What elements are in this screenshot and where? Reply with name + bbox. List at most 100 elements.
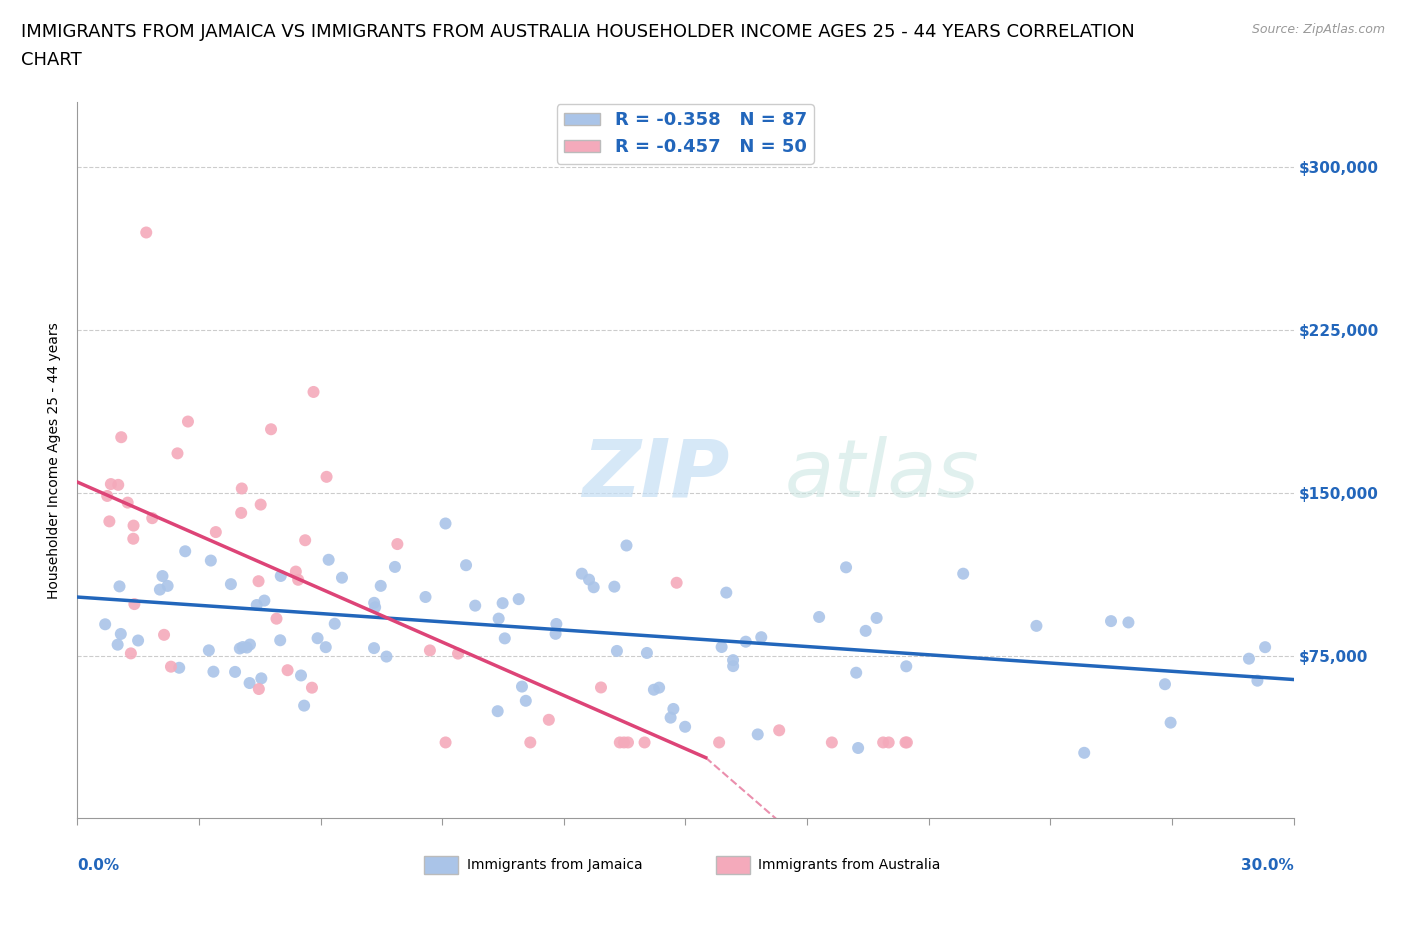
Point <box>434 516 457 531</box>
Text: atlas: atlas <box>785 435 980 513</box>
Point <box>232 640 254 655</box>
Y-axis label: Householder Income Ages 25 - 44 years: Householder Income Ages 25 - 44 years <box>48 322 62 599</box>
Point <box>98 514 121 529</box>
Point <box>454 558 477 573</box>
Point <box>247 682 270 697</box>
Text: Immigrants from Australia: Immigrants from Australia <box>758 858 941 872</box>
Point <box>1246 673 1268 688</box>
Point <box>149 582 172 597</box>
Point <box>1237 651 1260 666</box>
Point <box>323 617 346 631</box>
Point <box>515 694 537 709</box>
Point <box>127 633 149 648</box>
Point <box>269 632 291 647</box>
Point <box>167 660 190 675</box>
Point <box>710 640 733 655</box>
Point <box>855 623 877 638</box>
Point <box>617 735 640 750</box>
Point <box>290 668 312 683</box>
Point <box>253 593 276 608</box>
Point <box>1160 715 1182 730</box>
Point <box>734 634 756 649</box>
Point <box>284 565 307 579</box>
Text: IMMIGRANTS FROM JAMAICA VS IMMIGRANTS FROM AUSTRALIA HOUSEHOLDER INCOME AGES 25 : IMMIGRANTS FROM JAMAICA VS IMMIGRANTS FR… <box>21 23 1135 41</box>
Point <box>464 598 486 613</box>
Point <box>107 637 129 652</box>
Point <box>633 735 655 750</box>
Point <box>363 595 385 610</box>
Point <box>447 646 470 661</box>
Point <box>872 735 894 750</box>
Point <box>315 640 337 655</box>
Point <box>219 577 242 591</box>
Point <box>246 598 269 613</box>
Point <box>589 680 612 695</box>
Point <box>156 578 179 593</box>
Point <box>508 591 530 606</box>
Point <box>177 414 200 429</box>
Point <box>845 665 868 680</box>
Point <box>1118 615 1140 630</box>
Point <box>370 578 392 593</box>
Point <box>821 735 844 750</box>
Point <box>486 704 509 719</box>
Legend: R = -0.358   N = 87, R = -0.457   N = 50: R = -0.358 N = 87, R = -0.457 N = 50 <box>557 104 814 164</box>
Point <box>152 568 174 583</box>
Point <box>249 498 271 512</box>
Point <box>287 572 309 587</box>
Point <box>174 544 197 559</box>
Point <box>636 645 658 660</box>
Point <box>519 735 541 750</box>
Point <box>141 511 163 525</box>
Point <box>544 627 567 642</box>
Point <box>537 712 560 727</box>
Point <box>363 641 385 656</box>
Point <box>1099 614 1122 629</box>
Point <box>387 537 409 551</box>
Point <box>120 646 142 661</box>
Point <box>166 445 188 460</box>
Point <box>94 617 117 631</box>
Text: 30.0%: 30.0% <box>1240 857 1294 872</box>
Point <box>1073 745 1095 760</box>
Point <box>1025 618 1047 633</box>
Point <box>582 579 605 594</box>
Point <box>952 566 974 581</box>
Point <box>231 506 253 521</box>
Point <box>231 481 253 496</box>
Point <box>318 552 340 567</box>
Point <box>250 671 273 685</box>
Text: Source: ZipAtlas.com: Source: ZipAtlas.com <box>1251 23 1385 36</box>
Point <box>609 735 631 750</box>
Point <box>491 596 513 611</box>
Point <box>808 609 831 624</box>
Point <box>894 735 917 750</box>
Point <box>96 488 118 503</box>
Point <box>364 600 387 615</box>
Point <box>247 574 270 589</box>
Point <box>673 719 696 734</box>
Point <box>202 664 225 679</box>
Point <box>122 531 145 546</box>
Point <box>110 627 132 642</box>
Point <box>578 572 600 587</box>
Point <box>239 675 262 690</box>
FancyBboxPatch shape <box>716 856 749 874</box>
Point <box>716 585 738 600</box>
Point <box>510 679 533 694</box>
Point <box>292 698 315 713</box>
Point <box>375 649 398 664</box>
Point <box>415 590 437 604</box>
Point <box>768 723 790 737</box>
Point <box>277 663 299 678</box>
Point <box>835 560 858 575</box>
Point <box>434 735 457 750</box>
Point <box>330 570 353 585</box>
Point <box>107 477 129 492</box>
Point <box>270 568 292 583</box>
FancyBboxPatch shape <box>425 856 458 874</box>
Point <box>721 653 744 668</box>
Point <box>648 680 671 695</box>
Point <box>384 560 406 575</box>
Point <box>239 637 262 652</box>
